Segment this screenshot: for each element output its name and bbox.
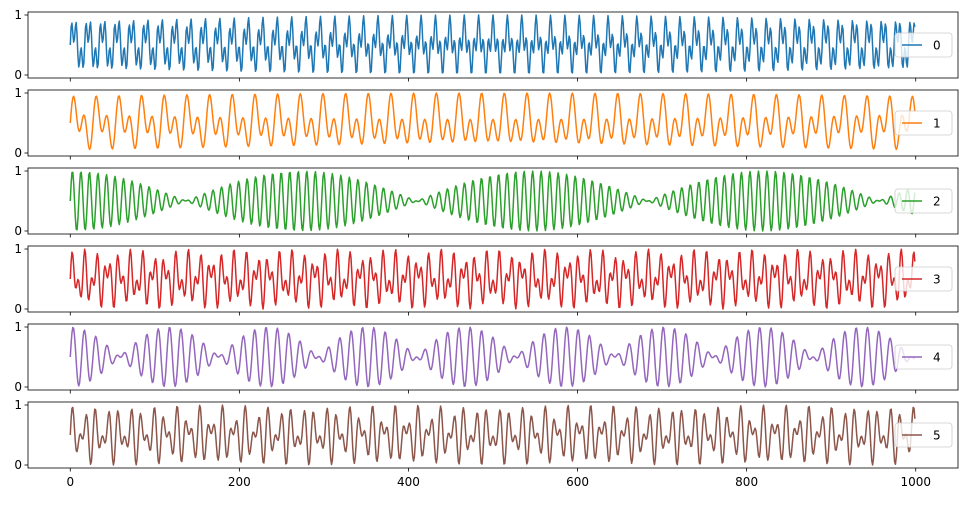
axes-frame: [27, 245, 959, 313]
legend-box: [894, 32, 953, 58]
y-tick-label: 1: [14, 320, 22, 334]
subplot-0: 0 1 0: [14, 8, 959, 82]
x-tick-label: 800: [735, 475, 758, 489]
x-tick-label: 0: [66, 475, 74, 489]
legend-box: [894, 344, 953, 370]
legend-label: 3: [933, 273, 941, 287]
legend-4: 4: [894, 344, 953, 370]
y-tick-label: 1: [14, 86, 22, 100]
axes-frame: [27, 11, 959, 79]
y-tick-label: 0: [14, 68, 22, 82]
axes-frame: [27, 401, 959, 469]
legend-3: 3: [894, 266, 953, 292]
subplot-1: 0 1 1: [14, 86, 959, 160]
y-tick-label: 1: [14, 242, 22, 256]
subplot-4: 0 1 4: [14, 320, 959, 394]
subplot-5: 0 1 0 200 400 600 800 1000 5: [14, 398, 959, 489]
x-tick-label: 600: [566, 475, 589, 489]
axes-frame: [27, 323, 959, 391]
x-tick-label: 200: [228, 475, 251, 489]
axes-frame: [27, 89, 959, 157]
legend-0: 0: [894, 32, 953, 58]
series-line-0: [69, 14, 916, 74]
series-line-1: [69, 92, 916, 151]
y-tick-label: 1: [14, 8, 22, 22]
series-line-4: [69, 326, 916, 388]
legend-box: [894, 422, 953, 448]
x-tick-label: 1000: [900, 475, 931, 489]
series-line-5: [69, 404, 916, 466]
y-tick-label: 1: [14, 398, 22, 412]
legend-label: 5: [933, 429, 941, 443]
series-line-3: [69, 248, 916, 310]
legend-box: [894, 266, 953, 292]
series-line-2: [69, 170, 916, 232]
y-tick-label: 0: [14, 458, 22, 472]
legend-label: 0: [933, 39, 941, 53]
legend-5: 5: [894, 422, 953, 448]
legend-2: 2: [894, 188, 953, 214]
legend-label: 1: [933, 117, 941, 131]
y-tick-label: 1: [14, 164, 22, 178]
subplot-2: 0 1 2: [14, 164, 959, 238]
legend-label: 2: [933, 195, 941, 209]
y-tick-label: 0: [14, 224, 22, 238]
y-tick-label: 0: [14, 146, 22, 160]
x-tick-label: 400: [397, 475, 420, 489]
y-tick-label: 0: [14, 380, 22, 394]
legend-box: [894, 110, 953, 136]
legend-1: 1: [894, 110, 953, 136]
subplot-3: 0 1 3: [14, 242, 959, 316]
legend-label: 4: [933, 351, 941, 365]
legend-box: [894, 188, 953, 214]
axes-frame: [27, 167, 959, 235]
y-tick-label: 0: [14, 302, 22, 316]
